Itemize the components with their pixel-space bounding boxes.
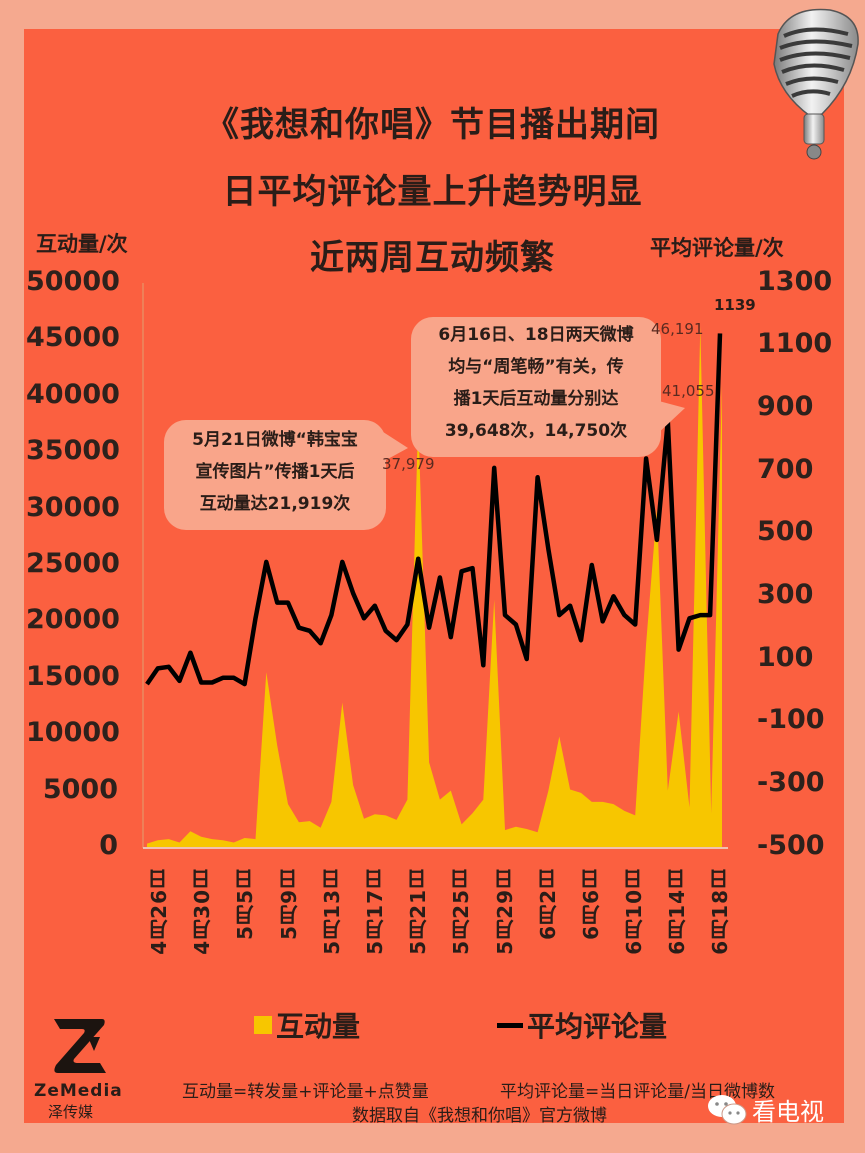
x-tick: 6月10日 — [622, 868, 646, 955]
left-tick: 40000 — [26, 379, 120, 410]
legend-item-area: 互动量 — [254, 1005, 360, 1045]
right-tick: 1100 — [757, 328, 833, 359]
x-tick: 6月2日 — [536, 868, 560, 940]
right-tick: 900 — [757, 391, 814, 422]
legend-item-line: 平均评论量 — [497, 1005, 667, 1045]
callout-line: 均与“周笔畅”有关，传 — [448, 357, 624, 377]
left-tick: 50000 — [26, 266, 120, 297]
callout-line: 39,648次，14,750次 — [444, 421, 628, 441]
left-tick: 5000 — [42, 774, 118, 805]
left-tick: 45000 — [26, 322, 120, 353]
callout-pointer-right — [655, 400, 685, 436]
title-line-3: 近两周互动频繁 — [310, 238, 555, 278]
microphone-icon — [773, 8, 859, 160]
legend-label: 平均评论量 — [527, 1010, 668, 1043]
right-tick: 300 — [757, 579, 814, 610]
interaction-area-series — [147, 326, 722, 847]
left-tick: 30000 — [26, 492, 120, 523]
left-tick: 0 — [99, 830, 118, 861]
x-tick: 4月26日 — [147, 868, 171, 955]
callout-may21: 5月21日微博“韩宝宝 宣传图片”传播1天后 互动量达21,919次 — [164, 420, 386, 530]
legend-swatch-yellow-icon — [254, 1016, 272, 1034]
right-tick: 100 — [757, 642, 814, 673]
callout-line: 6月16日、18日两天微博 — [438, 325, 634, 345]
wechat-icon — [708, 1094, 747, 1124]
data-label-41055: 41,055 — [662, 382, 715, 400]
wechat-watermark: 看电视 — [706, 1092, 824, 1127]
zemedia-z-icon — [54, 1019, 106, 1073]
callout-line: 播1天后互动量分别达 — [453, 389, 619, 409]
data-label-46191: 46,191 — [651, 320, 704, 338]
left-tick: 20000 — [26, 604, 120, 635]
data-label-37979: 37,979 — [382, 455, 435, 473]
x-tick: 5月29日 — [493, 868, 517, 955]
left-tick: 35000 — [26, 435, 120, 466]
callout-line: 互动量达21,919次 — [199, 494, 351, 514]
brand-cn: 泽传媒 — [48, 1103, 94, 1121]
x-tick: 5月13日 — [320, 868, 344, 955]
right-tick: -100 — [757, 704, 825, 735]
callout-line: 5月21日微博“韩宝宝 — [192, 430, 358, 450]
wechat-label: 看电视 — [752, 1098, 824, 1126]
x-tick: 6月14日 — [665, 868, 689, 955]
x-tick: 6月6日 — [579, 868, 603, 940]
right-axis-title: 平均评论量/次 — [650, 236, 784, 260]
x-tick: 5月5日 — [233, 868, 257, 940]
x-tick: 5月9日 — [277, 868, 301, 940]
callout-line: 宣传图片”传播1天后 — [195, 462, 355, 482]
data-source: 数据取自《我想和你唱》官方微博 — [352, 1106, 607, 1126]
data-label-1139: 1139 — [714, 296, 756, 314]
right-tick: 500 — [757, 516, 814, 547]
left-axis-title: 互动量/次 — [36, 232, 128, 256]
left-tick: 10000 — [26, 717, 120, 748]
chart-panel — [24, 29, 844, 1123]
legend-line-icon — [497, 1022, 523, 1028]
legend-label: 互动量 — [276, 1010, 361, 1043]
brand-name: ZeMedia — [34, 1081, 123, 1101]
callout-pointer-left — [380, 430, 408, 460]
callout-june16-18: 6月16日、18日两天微博 均与“周笔畅”有关，传 播1天后互动量分别达 39,… — [411, 317, 661, 457]
x-tick: 5月21日 — [406, 868, 430, 955]
title-line-2: 日平均评论量上升趋势明显 — [222, 172, 643, 212]
formula-avg-comments: 平均评论量=当日评论量/当日微博数 — [500, 1082, 775, 1102]
right-tick: -300 — [757, 767, 825, 798]
left-tick: 25000 — [26, 548, 120, 579]
title-line-1: 《我想和你唱》节目播出期间 — [205, 105, 660, 145]
right-tick: 700 — [757, 454, 814, 485]
formula-interaction: 互动量=转发量+评论量+点赞量 — [182, 1082, 429, 1102]
x-tick: 6月18日 — [708, 868, 732, 955]
x-tick: 5月17日 — [363, 868, 387, 955]
zemedia-logo: ZeMedia 泽传媒 — [34, 1015, 122, 1122]
right-tick: 1300 — [757, 266, 833, 297]
avg-comments-line-series — [145, 333, 723, 687]
right-tick: -500 — [757, 830, 825, 861]
x-tick: 5月25日 — [449, 868, 473, 955]
x-tick: 4月30日 — [190, 868, 214, 955]
left-tick: 15000 — [26, 661, 120, 692]
